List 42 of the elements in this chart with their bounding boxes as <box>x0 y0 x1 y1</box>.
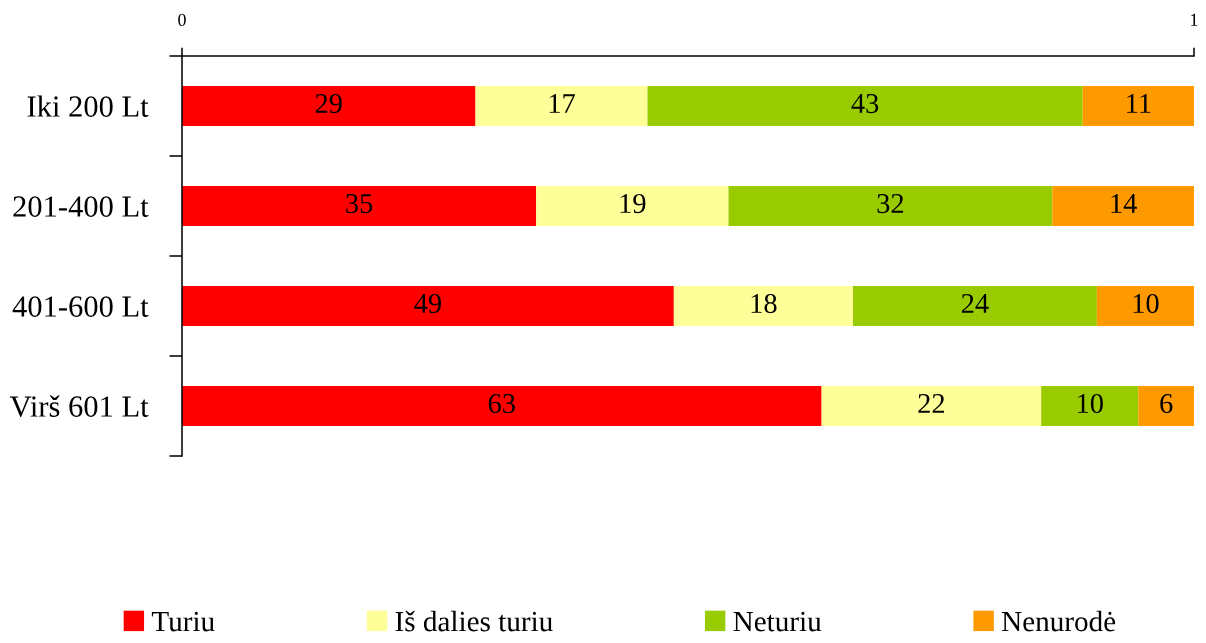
legend-label: Iš dalies turiu <box>395 610 553 632</box>
bar <box>821 386 1042 426</box>
data-label: 11 <box>1127 94 1151 113</box>
legend-label: Neturiu <box>733 611 822 632</box>
y-tick-label: 401-600 Lt <box>12 296 149 317</box>
y-tick-label: 201-400 Lt <box>13 196 149 217</box>
data-label: 32 <box>877 193 904 214</box>
bar <box>1052 186 1194 226</box>
data-label: 63 <box>488 393 515 414</box>
data-label: 10 <box>1078 393 1103 414</box>
data-label: 6 <box>1160 393 1173 414</box>
bar <box>1082 86 1194 126</box>
x2-tick-label: 1 <box>1191 13 1198 26</box>
legend-label: Nenurodė <box>1001 610 1116 632</box>
bar <box>182 286 674 326</box>
data-label: 17 <box>549 94 575 113</box>
bar <box>728 186 1053 226</box>
bar <box>475 86 648 126</box>
x2-tick-label: 0 <box>178 13 186 26</box>
data-label: 19 <box>620 193 646 214</box>
data-label: 10 <box>1133 293 1159 314</box>
data-label: 49 <box>414 293 441 314</box>
data-label: 35 <box>346 193 373 214</box>
data-label: 14 <box>1111 194 1137 213</box>
bar <box>182 86 476 126</box>
bar <box>182 386 822 426</box>
data-label: 29 <box>315 93 342 114</box>
bar <box>1096 286 1194 326</box>
bar <box>673 286 853 326</box>
bar <box>536 186 729 226</box>
data-label: 22 <box>918 393 945 413</box>
bar <box>647 86 1083 126</box>
y-tick-label: Iki 200 Lt <box>27 95 149 117</box>
bar <box>1138 386 1194 426</box>
bar <box>852 286 1097 326</box>
bar <box>182 186 537 226</box>
data-label: 18 <box>751 293 777 314</box>
bar <box>1041 386 1139 426</box>
data-label: 43 <box>851 93 879 114</box>
data-label: 24 <box>961 293 989 313</box>
y-tick-label: Virš 601 Lt <box>9 395 149 418</box>
legend-label: Turiu <box>151 611 215 632</box>
